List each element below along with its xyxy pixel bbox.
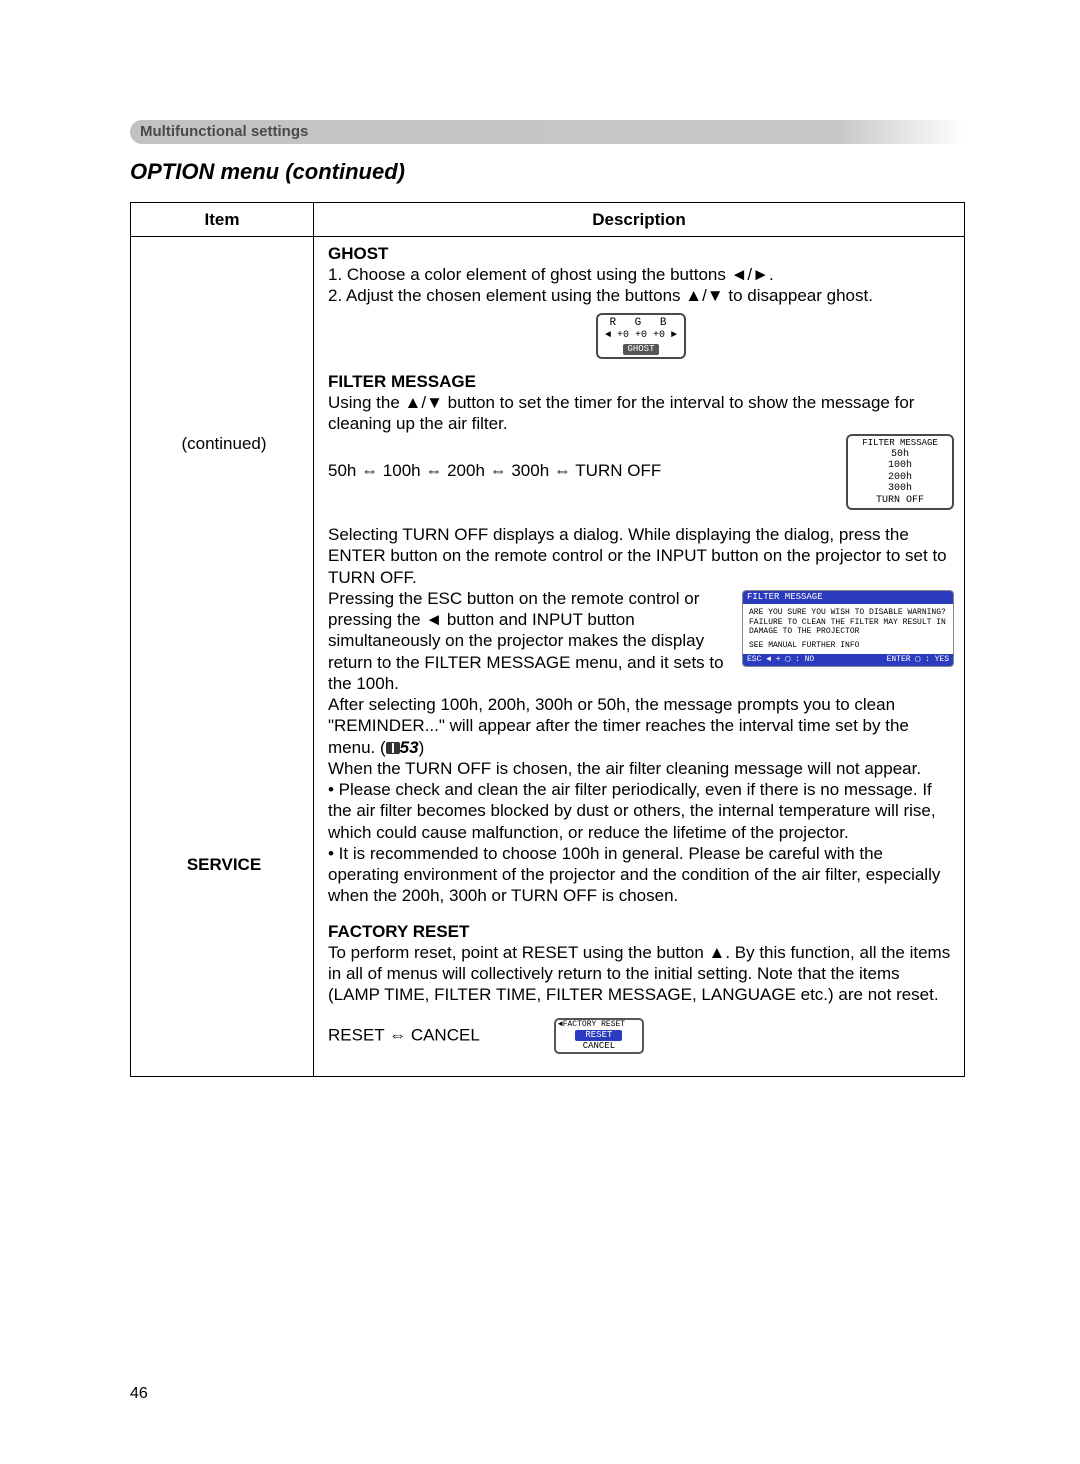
ghost-osd-rgb: R G B (604, 317, 678, 331)
ghost-line1a: 1. Choose a color element of ghost using… (328, 265, 731, 284)
filter-dialog-b1: ARE YOU SURE YOU WISH TO DISABLE WARNING… (749, 608, 947, 618)
factory-seq: RESET ⇔ CANCEL (328, 1025, 479, 1044)
ghost-line2a: 2. Adjust the chosen element using the b… (328, 286, 685, 305)
ghost-heading: GHOST (328, 243, 954, 264)
filter-osd-hdr: FILTER MESSAGE (852, 438, 948, 448)
filter-l1a: Using the (328, 393, 405, 412)
description-cell: GHOST 1. Choose a color element of ghost… (314, 236, 965, 1076)
ghost-osd-label: GHOST (623, 344, 658, 355)
factory-block: FACTORY RESET To perform reset, point at… (328, 921, 954, 1055)
factory-osd-cancel: CANCEL (556, 1041, 642, 1052)
filter-p4ref: 53 (400, 738, 419, 757)
ghost-line2c: to disappear ghost. (724, 286, 873, 305)
filter-osd-o4: 300h (852, 483, 948, 495)
filter-osd-o5: TURN OFF (852, 495, 948, 507)
filter-dialog: FILTER MESSAGE ARE YOU SURE YOU WISH TO … (742, 590, 954, 668)
filter-left-arrow: ◄ (425, 610, 442, 629)
item-cell: (continued) SERVICE (131, 236, 314, 1076)
factory-up-arrow: ▲ (709, 943, 726, 962)
filter-osd: FILTER MESSAGE 50h 100h 200h 300h TURN O… (846, 434, 954, 510)
factory-osd: ◄FACTORY RESET RESET CANCEL (554, 1018, 644, 1055)
filter-dialog-title: FILTER MESSAGE (743, 591, 953, 604)
factory-osd-hdr: ◄FACTORY RESET (556, 1020, 642, 1030)
ghost-arrows-ud: ▲/▼ (685, 286, 723, 305)
filter-osd-o2: 100h (852, 460, 948, 472)
section-bar-text: Multifunctional settings (140, 123, 308, 142)
filter-p5: When the TURN OFF is chosen, the air fil… (328, 758, 954, 779)
filter-p4b: ) (419, 738, 425, 757)
page-title: OPTION menu (continued) (130, 158, 965, 186)
th-item: Item (131, 202, 314, 236)
filter-osd-o3: 200h (852, 472, 948, 484)
ghost-osd-vals-text: +0 +0 +0 (617, 330, 665, 341)
filter-dialog-yes: ENTER ▢ : YES (887, 655, 949, 665)
option-table: Item Description (continued) SERVICE GHO… (130, 202, 965, 1078)
filter-osd-o1: 50h (852, 449, 948, 461)
book-icon (386, 742, 400, 754)
filter-p6: • Please check and clean the air filter … (328, 779, 954, 843)
filter-block: FILTER MESSAGE Using the ▲/▼ button to s… (328, 371, 954, 907)
page-number: 46 (130, 1384, 148, 1404)
item-continued: (continued) (145, 433, 303, 454)
filter-dialog-no: ESC ◄ + ▢ : NO (747, 655, 814, 665)
factory-l1a: To perform reset, point at RESET using t… (328, 943, 709, 962)
filter-dialog-b3: SEE MANUAL FURTHER INFO (749, 641, 947, 651)
filter-p7: • It is recommended to choose 100h in ge… (328, 843, 954, 907)
factory-heading: FACTORY RESET (328, 921, 954, 942)
section-bar: Multifunctional settings (130, 120, 965, 144)
filter-arrows-ud: ▲/▼ (405, 393, 443, 412)
factory-osd-reset: RESET (575, 1030, 622, 1041)
filter-heading: FILTER MESSAGE (328, 371, 954, 392)
filter-dialog-b2: FAILURE TO CLEAN THE FILTER MAY RESULT I… (749, 618, 947, 637)
th-description: Description (314, 202, 965, 236)
ghost-block: GHOST 1. Choose a color element of ghost… (328, 243, 954, 359)
ghost-arrows-lr: ◄/►. (731, 265, 774, 284)
ghost-osd: R G B ◄ +0 +0 +0 ► GHOST (596, 313, 686, 359)
ghost-osd-vals: ◄ +0 +0 +0 ► (604, 330, 678, 343)
item-service: SERVICE (145, 854, 303, 875)
filter-p2: Selecting TURN OFF displays a dialog. Wh… (328, 524, 954, 588)
